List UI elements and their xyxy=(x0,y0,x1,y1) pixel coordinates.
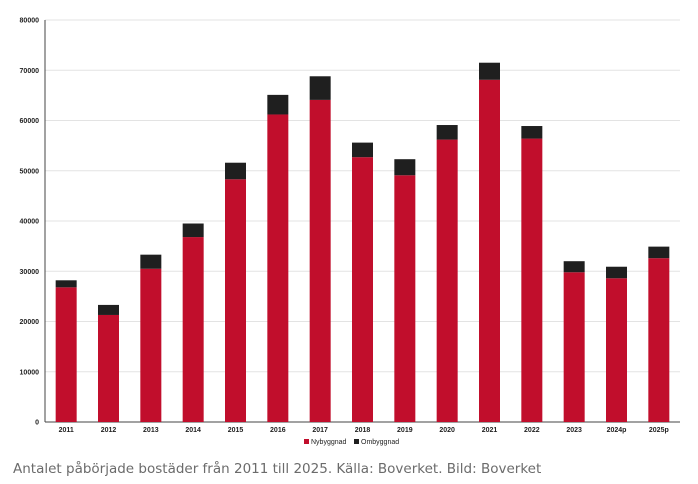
nybyggnad-bar xyxy=(479,79,500,423)
ombyggnad-bar xyxy=(55,280,77,288)
x-tick-label: 2023 xyxy=(566,427,582,434)
ombyggnad-bar xyxy=(225,162,246,180)
nybyggnad-bar xyxy=(267,114,289,422)
ombyggnad-bar xyxy=(98,304,119,315)
nybyggnad-bar xyxy=(140,268,162,422)
ombyggnad-bar xyxy=(436,125,458,140)
ombyggnad-bar xyxy=(140,254,162,269)
y-tick-label: 10000 xyxy=(20,369,40,376)
y-tick-label: 0 xyxy=(35,420,39,427)
legend-swatch xyxy=(354,439,359,444)
x-tick-label: 2016 xyxy=(270,427,286,434)
ombyggnad-bar xyxy=(182,223,204,238)
nybyggnad-bar xyxy=(394,175,416,422)
legend-label: Ombyggnad xyxy=(361,439,399,446)
y-tick-label: 80000 xyxy=(20,18,40,25)
x-tick-label: 2025p xyxy=(649,427,669,434)
x-tick-label: 2018 xyxy=(355,427,371,434)
ombyggnad-bar xyxy=(479,62,500,80)
y-tick-label: 20000 xyxy=(20,319,40,326)
x-tick-label: 2013 xyxy=(143,427,159,434)
x-tick-label: 2024p xyxy=(607,427,627,434)
nybyggnad-bar xyxy=(225,179,246,422)
x-tick-label: 2022 xyxy=(524,427,540,434)
legend-swatch xyxy=(304,439,309,444)
nybyggnad-bar xyxy=(98,314,119,422)
nybyggnad-bar xyxy=(55,287,77,422)
x-tick-label: 2011 xyxy=(59,427,74,434)
ombyggnad-bar xyxy=(352,142,373,158)
bar-chart: 0 10000 20000 30000 40000 50000 60000 70000 8000… xyxy=(20,18,680,446)
y-tick-label: 30000 xyxy=(20,269,40,276)
nybyggnad-bar xyxy=(309,99,331,423)
y-tick-label: 50000 xyxy=(20,168,40,175)
ombyggnad-bar xyxy=(563,261,585,273)
x-tick-label: 2021 xyxy=(482,427,498,434)
nybyggnad-bar xyxy=(563,272,585,422)
nybyggnad-bar xyxy=(648,258,670,422)
ombyggnad-bar xyxy=(267,94,289,115)
y-tick-label: 70000 xyxy=(20,68,40,75)
nybyggnad-bar xyxy=(182,237,204,422)
y-tick-label: 60000 xyxy=(20,118,40,125)
nybyggnad-bar xyxy=(606,278,627,422)
nybyggnad-bar xyxy=(436,139,458,422)
ombyggnad-bar xyxy=(309,76,331,100)
x-tick-label: 2020 xyxy=(439,427,455,434)
x-tick-label: 2014 xyxy=(185,427,201,434)
x-tick-label: 2012 xyxy=(101,427,117,434)
ombyggnad-bar xyxy=(521,126,543,139)
nybyggnad-bar xyxy=(521,138,543,422)
ombyggnad-bar xyxy=(606,266,627,279)
legend-label: Nybyggnad xyxy=(311,439,347,446)
figure-caption: Antalet påbörjade bostäder från 2011 til… xyxy=(13,461,542,477)
x-tick-label: 2015 xyxy=(228,427,244,434)
ombyggnad-bar xyxy=(648,246,670,259)
nybyggnad-bar xyxy=(352,157,373,422)
x-tick-label: 2019 xyxy=(397,427,413,434)
x-tick-label: 2017 xyxy=(312,427,328,434)
y-tick-label: 40000 xyxy=(20,219,40,226)
chart-canvas: 0 10000 20000 30000 40000 50000 60000 70000 8000… xyxy=(20,18,680,446)
ombyggnad-bar xyxy=(394,159,416,176)
